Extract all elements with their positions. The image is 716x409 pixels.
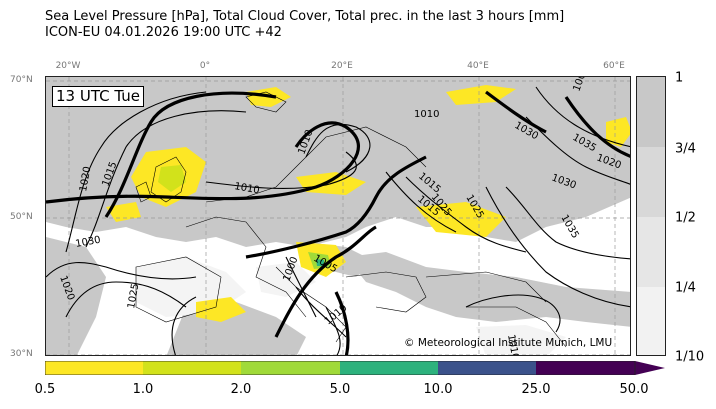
precip-tick-50.0: 50.0 bbox=[619, 382, 649, 397]
lat-tick-70n: 70°N bbox=[10, 75, 33, 85]
forecast-time-label: 13 UTC Tue bbox=[52, 86, 144, 107]
cloud-segment-half bbox=[637, 217, 665, 287]
cloud-tick-1-4: 1/4 bbox=[675, 280, 696, 296]
chart-title: Sea Level Pressure [hPa], Total Cloud Co… bbox=[45, 9, 565, 24]
lon-tick-60e: 60°E bbox=[603, 61, 625, 71]
major-isobars bbox=[46, 90, 630, 355]
isobar-label: 1020 bbox=[78, 166, 93, 193]
isobar-label: 1010 bbox=[505, 334, 520, 356]
cloud-tick-1-2: 1/2 bbox=[675, 210, 696, 226]
cloud-tick-3-4: 3/4 bbox=[675, 141, 696, 157]
cloud-segment-full bbox=[637, 77, 665, 147]
cloud-segment-three-quarter bbox=[637, 147, 665, 217]
cloud-cover-colorbar bbox=[636, 76, 666, 356]
precip-segment-4 bbox=[438, 361, 536, 375]
weather-map: 1015 1020 1010 1010 1030 1035 1025 1030 1020 1015… bbox=[45, 76, 631, 356]
isobar-label: 1010 bbox=[414, 109, 439, 120]
precip-segment-0 bbox=[45, 361, 143, 375]
precip-segment-3 bbox=[340, 361, 438, 375]
cloud-tick-1: 1 bbox=[675, 70, 684, 86]
precip-segment-2 bbox=[241, 361, 340, 375]
precip-tick-0.5: 0.5 bbox=[34, 382, 56, 397]
lon-tick-40e: 40°E bbox=[467, 61, 489, 71]
isobar-label: 1025 bbox=[126, 283, 141, 310]
precip-segment-1 bbox=[143, 361, 241, 375]
credit-text: © Meteorological Institute Munich, LMU bbox=[404, 337, 613, 349]
lat-tick-50n: 50°N bbox=[10, 212, 33, 222]
isobar-label: 1010 bbox=[233, 181, 260, 196]
precip-tick-1.0: 1.0 bbox=[132, 382, 154, 397]
precip-segment-5 bbox=[536, 361, 635, 375]
isobars bbox=[46, 86, 630, 355]
precip-tick-5.0: 5.0 bbox=[329, 382, 351, 397]
precip-tick-25.0: 25.0 bbox=[521, 382, 551, 397]
precip-extend-arrow bbox=[635, 361, 665, 375]
chart-subtitle: ICON-EU 04.01.2026 19:00 UTC +42 bbox=[45, 25, 282, 40]
precip-tick-2.0: 2.0 bbox=[230, 382, 252, 397]
lon-tick-20e: 20°E bbox=[331, 61, 353, 71]
lon-tick-0: 0° bbox=[199, 61, 211, 71]
lon-tick-20w: 20°W bbox=[55, 61, 81, 71]
cloud-tick-1-10: 1/10 bbox=[675, 349, 705, 365]
cloud-segment-quarter bbox=[637, 287, 665, 355]
precip-tick-10.0: 10.0 bbox=[423, 382, 453, 397]
isobar-label: 1030 bbox=[75, 235, 102, 250]
cloud-cover-layer bbox=[46, 77, 630, 355]
graticule bbox=[46, 77, 630, 355]
precip-colorbar bbox=[45, 361, 665, 375]
lat-tick-30n: 30°N bbox=[10, 349, 33, 359]
